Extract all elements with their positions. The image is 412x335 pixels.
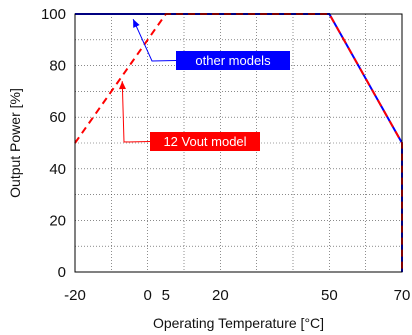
x-tick-label: 50 [321, 287, 338, 304]
callout-arrowhead-1 [133, 19, 140, 28]
x-tick-label: 70 [394, 287, 411, 304]
callout-label-2: 12 Vout model [163, 134, 246, 149]
y-axis-title: Output Power [%] [7, 88, 23, 198]
y-tick-label: 20 [49, 212, 66, 229]
y-tick-label: 40 [49, 161, 66, 178]
callout-label-1: other models [195, 53, 271, 68]
callout-box-2 [150, 132, 260, 151]
y-tick-label: 80 [49, 58, 66, 75]
callout-arrowhead-2 [118, 81, 126, 90]
x-tick-label: -20 [64, 287, 86, 304]
y-tick-labels: 0 20 40 60 80 100 [41, 6, 66, 281]
callouts: other models 12 Vout model [118, 18, 290, 151]
plot-frame [74, 13, 403, 273]
callout-leader-2 [121, 81, 151, 143]
callout-box-1 [176, 51, 290, 70]
y-tick-label: 60 [49, 109, 66, 126]
x-tick-label: 0 [143, 287, 151, 304]
callout-leader-1 [132, 18, 177, 62]
x-tick-label: 5 [162, 287, 170, 304]
x-axis-title: Operating Temperature [°C] [153, 315, 324, 331]
y-tick-label: 100 [41, 6, 66, 23]
y-tick-label: 0 [58, 264, 66, 281]
x-tick-labels: -20 0 5 20 50 70 [64, 287, 410, 304]
x-tick-label: 20 [212, 287, 229, 304]
